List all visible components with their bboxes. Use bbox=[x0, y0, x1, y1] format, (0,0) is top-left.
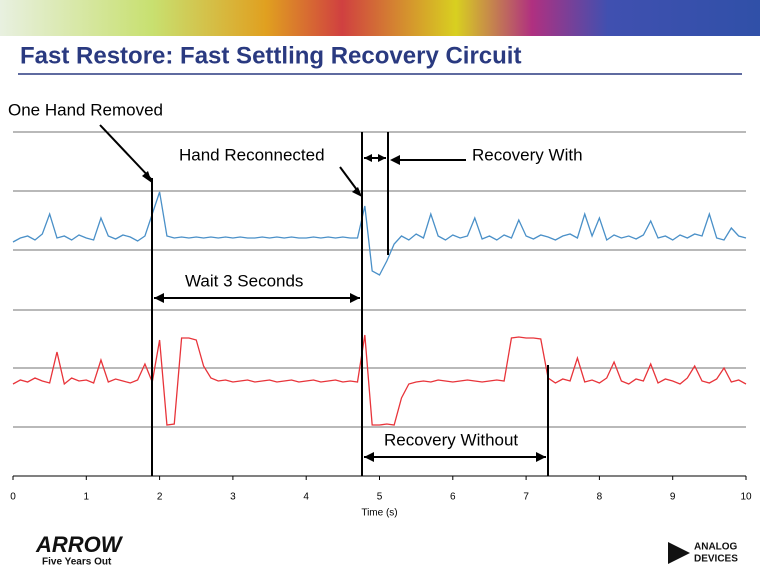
adi-logo: DEVICES bbox=[694, 554, 738, 565]
data-line bbox=[12, 191, 747, 276]
annotations: One Hand Removed Hand Reconnected Recove… bbox=[8, 100, 583, 476]
x-tick-label: 10 bbox=[740, 492, 752, 503]
annotation: Hand Reconnected bbox=[179, 145, 325, 164]
adi-logo: ANALOG bbox=[694, 542, 738, 553]
x-tick-label: 3 bbox=[230, 492, 236, 503]
x-tick-label: 5 bbox=[377, 492, 383, 503]
x-tick-label: 9 bbox=[670, 492, 676, 503]
arrow-tagline: Five Years Out bbox=[42, 557, 112, 568]
x-tick-label: 0 bbox=[10, 492, 16, 503]
grid bbox=[13, 131, 746, 428]
x-tick-label: 4 bbox=[303, 492, 309, 503]
x-tick-label: 2 bbox=[157, 492, 163, 503]
slide-title: Fast Restore: Fast Settling Recovery Cir… bbox=[20, 42, 521, 69]
annotation: Wait 3 Seconds bbox=[185, 271, 303, 290]
x-tick-label: 8 bbox=[597, 492, 603, 503]
plot bbox=[12, 191, 747, 426]
adi-logo-mark bbox=[668, 542, 690, 564]
x-tick-label: 1 bbox=[84, 492, 90, 503]
annotation: One Hand Removed bbox=[8, 100, 163, 119]
banner bbox=[0, 0, 760, 36]
x-tick-label: 6 bbox=[450, 492, 456, 503]
x-axis-label: Time (s) bbox=[361, 508, 397, 519]
annotation: Recovery Without bbox=[384, 430, 518, 449]
arrow-logo: ARROW bbox=[35, 532, 124, 557]
data-line bbox=[12, 334, 747, 426]
annotation: Recovery With bbox=[472, 145, 583, 164]
x-tick-label: 7 bbox=[523, 492, 529, 503]
